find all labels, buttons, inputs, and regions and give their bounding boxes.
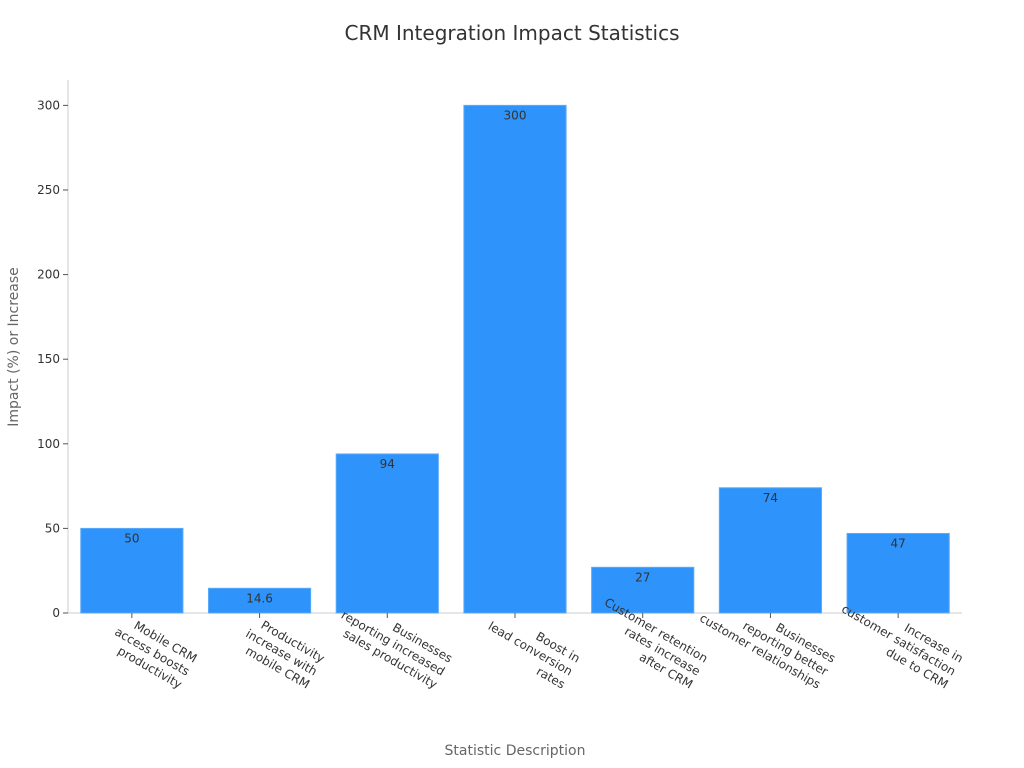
bar [335,453,439,614]
bar-value-label: 74 [763,491,778,505]
bar-value-label: 50 [124,531,139,545]
x-tick-label: Mobile CRMaccess boostsproductivity [105,612,200,692]
y-tick-label: 50 [45,521,60,535]
bar-value-label: 27 [635,570,650,584]
x-tick-label: Productivityincrease withmobile CRM [236,614,327,692]
bar-value-label: 94 [380,457,395,471]
chart-title: CRM Integration Impact Statistics [345,21,680,45]
bar [80,527,184,614]
bar-value-label: 300 [504,108,527,122]
bar-value-label: 47 [891,536,906,550]
y-tick-label: 200 [37,268,60,282]
y-tick-label: 300 [37,98,60,112]
y-axis-ticks: 0 50 100 150 200 250 300 [37,98,68,620]
bar [718,487,823,614]
x-tick-label: Boost inlead conversionrates [478,606,582,692]
y-tick-label: 250 [37,183,60,197]
bars-group: 50 14.6 94 300 27 74 47 [80,104,950,614]
bar-value-label: 14.6 [246,591,273,605]
x-axis-label: Statistic Description [445,743,586,759]
y-axis-label: Impact (%) or Increase [6,267,22,427]
y-tick-label: 0 [52,606,60,620]
bar [463,104,567,614]
y-tick-label: 100 [37,437,60,451]
y-tick-label: 150 [37,352,60,366]
